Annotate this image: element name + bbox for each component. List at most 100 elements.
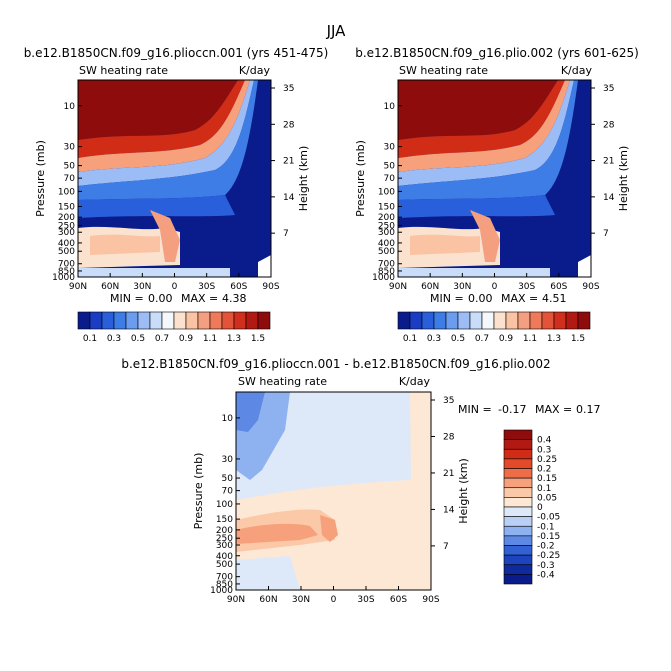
y-axis-title: Pressure (mb) bbox=[34, 140, 47, 217]
colorbar-swatch bbox=[469, 311, 483, 330]
panel-left: b.e12.B1850CN.f09_g16.plioccn.001 (yrs 4… bbox=[24, 46, 329, 344]
max-label: MAX = bbox=[501, 292, 538, 305]
y-axis-title: Pressure (mb) bbox=[354, 140, 367, 217]
right-label: K/day bbox=[561, 64, 593, 77]
y-tick-label: 200 bbox=[58, 213, 75, 223]
y-tick-label: 10 bbox=[384, 102, 396, 112]
y-tick-label: 300 bbox=[58, 228, 75, 238]
colorbar-swatch bbox=[493, 311, 507, 330]
y2-tick-label: 14 bbox=[283, 193, 295, 203]
colorbar-swatch bbox=[503, 564, 533, 575]
colorbar-label: 0 bbox=[537, 503, 543, 513]
colorbar-swatch bbox=[457, 311, 471, 330]
colorbar-swatch bbox=[101, 311, 115, 330]
min-label: MIN = bbox=[110, 292, 144, 305]
y-tick-label: 400 bbox=[216, 552, 233, 562]
y-tick-label: 300 bbox=[378, 228, 395, 238]
colorbar-label: -0.25 bbox=[537, 551, 560, 561]
colorbar-swatch bbox=[221, 311, 235, 330]
colorbar-label: 0.05 bbox=[537, 493, 557, 503]
y-tick-label: 400 bbox=[378, 239, 395, 249]
colorbar-label: 0.25 bbox=[537, 455, 557, 465]
y-tick-label: 250 bbox=[378, 221, 395, 231]
x-tick-label: 30S bbox=[198, 282, 215, 292]
colorbar-swatch bbox=[149, 311, 163, 330]
y-tick-label: 70 bbox=[64, 174, 76, 184]
colorbar-label: -0.05 bbox=[537, 513, 560, 523]
colorbar-label: 1.1 bbox=[523, 334, 537, 344]
x-tick-label: 30N bbox=[133, 282, 151, 292]
x-tick-label: 60S bbox=[230, 282, 247, 292]
y-tick-label: 850 bbox=[378, 267, 395, 277]
y2-tick-label: 14 bbox=[443, 505, 455, 515]
heatmap-field bbox=[236, 392, 431, 590]
colorbar-label: 0.3 bbox=[107, 334, 121, 344]
colorbar-swatch bbox=[503, 429, 533, 440]
colorbar-swatch bbox=[421, 311, 435, 330]
y-tick-label: 100 bbox=[378, 187, 395, 197]
y-tick-label: 50 bbox=[222, 474, 234, 484]
y-tick-label: 500 bbox=[378, 247, 395, 257]
colorbar-label: -0.15 bbox=[537, 532, 560, 542]
colorbar-swatch bbox=[577, 311, 591, 330]
colorbar-swatch bbox=[89, 311, 103, 330]
colorbar-label: 1.5 bbox=[571, 334, 585, 344]
x-tick-label: 30N bbox=[292, 595, 310, 605]
panel-title: b.e12.B1850CN.f09_g16.plioccn.001 - b.e1… bbox=[121, 357, 550, 371]
colorbar-swatch bbox=[209, 311, 223, 330]
colorbar-swatch bbox=[185, 311, 199, 330]
x-tick-label: 30S bbox=[357, 595, 374, 605]
y2-tick-label: 7 bbox=[603, 229, 609, 239]
y2-tick-label: 28 bbox=[283, 120, 295, 130]
y-tick-label: 200 bbox=[378, 213, 395, 223]
colorbar-swatch bbox=[197, 311, 211, 330]
colorbar-swatch bbox=[161, 311, 175, 330]
colorbar-label: -0.3 bbox=[537, 561, 555, 571]
x-tick-label: 90S bbox=[262, 282, 279, 292]
y-tick-label: 300 bbox=[216, 541, 233, 551]
x-tick-label: 0 bbox=[172, 282, 178, 292]
x-tick-label: 90N bbox=[69, 282, 87, 292]
colorbar-label: 0.9 bbox=[499, 334, 514, 344]
x-tick-label: 30S bbox=[518, 282, 535, 292]
x-tick-label: 60N bbox=[421, 282, 439, 292]
x-tick-label: 0 bbox=[492, 282, 498, 292]
y-tick-label: 100 bbox=[58, 187, 75, 197]
y-tick-label: 10 bbox=[64, 102, 76, 112]
max-label: MAX = bbox=[181, 292, 218, 305]
y-tick-label: 150 bbox=[216, 515, 233, 525]
y2-tick-label: 14 bbox=[603, 193, 615, 203]
colorbar-swatch bbox=[503, 458, 533, 469]
y-tick-label: 150 bbox=[378, 202, 395, 212]
x-tick-label: 60S bbox=[550, 282, 567, 292]
y-tick-label: 70 bbox=[222, 487, 234, 497]
colorbar-swatch bbox=[245, 311, 259, 330]
y-tick-label: 50 bbox=[64, 162, 76, 172]
colorbar-label: 0.3 bbox=[537, 445, 551, 455]
min-label: MIN = bbox=[458, 403, 492, 416]
colorbar-swatch bbox=[503, 487, 533, 498]
left-label: SW heating rate bbox=[238, 375, 327, 388]
colorbar-swatch bbox=[503, 439, 533, 450]
colorbar-swatch bbox=[503, 545, 533, 556]
max-label: MAX = bbox=[535, 403, 572, 416]
colorbar-label: 0.2 bbox=[537, 465, 551, 475]
colorbar-label: 0.4 bbox=[537, 436, 552, 446]
colorbar-swatch bbox=[541, 311, 555, 330]
x-tick-label: 30N bbox=[453, 282, 471, 292]
figure-title: JJA bbox=[326, 22, 347, 40]
colorbar-label: -0.2 bbox=[537, 542, 555, 552]
y-tick-label: 500 bbox=[58, 247, 75, 257]
colorbar-swatch bbox=[565, 311, 579, 330]
colorbar-label: 0.15 bbox=[537, 474, 557, 484]
y2-tick-label: 21 bbox=[443, 469, 454, 479]
y-tick-label: 250 bbox=[216, 534, 233, 544]
colorbar-swatch bbox=[113, 311, 127, 330]
heatmap-field bbox=[78, 80, 271, 277]
y2-tick-label: 35 bbox=[443, 396, 454, 406]
panel-diff: b.e12.B1850CN.f09_g16.plioccn.001 - b.e1… bbox=[121, 357, 600, 605]
heatmap-field bbox=[398, 80, 591, 277]
y-tick-label: 1000 bbox=[52, 273, 75, 283]
x-tick-label: 60S bbox=[390, 595, 407, 605]
colorbar-swatch bbox=[505, 311, 519, 330]
